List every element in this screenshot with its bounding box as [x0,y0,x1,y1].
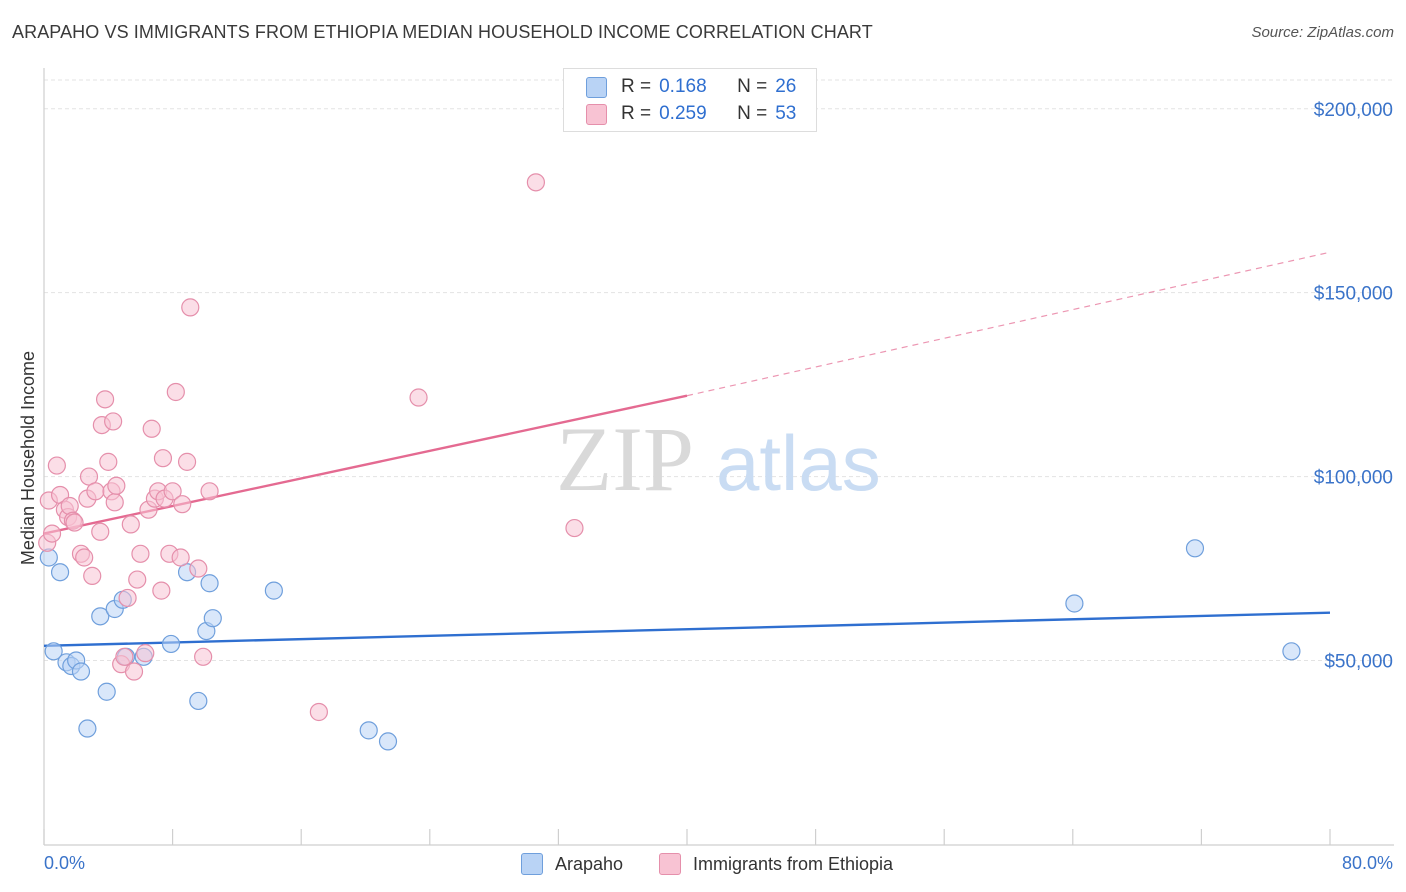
ethiopia-point [91,522,110,541]
legend-r-value: 0.259 [659,103,707,124]
bottom-legend-label-arapaho: Arapaho [555,853,624,874]
ethiopia-point [189,559,208,578]
ethiopia-point [526,173,545,192]
ethiopia-point [83,566,102,585]
ethiopia-point [95,390,115,409]
arapaho-point [71,662,91,681]
y-tick-label: $150,000 [1314,284,1393,305]
axis-layer [43,68,1394,846]
legend-r-label: R = [621,76,652,97]
ethiopia-trend-extension [686,251,1331,397]
ethiopia-point [131,544,150,563]
arapaho-point [203,609,222,628]
arapaho-point [91,607,110,626]
arapaho-point [1185,539,1205,558]
watermark: ZIP atlas [556,408,881,510]
arapaho-point [44,642,63,661]
ethiopia-point [136,644,155,663]
ethiopia-point [99,452,118,471]
legend-n-label: N = [737,76,768,97]
legend-r-label: R = [621,103,652,124]
ethiopia-point [105,493,124,512]
arapaho-point [378,732,398,751]
legend-row-ethiopia: R = 0.259 N = 53 [586,101,796,127]
legend-swatch-arapaho [586,76,607,98]
ethiopia-point [60,496,79,516]
bottom-legend-ethiopia: Immigrants from Ethiopia [659,852,893,876]
points-layer [38,173,1301,751]
x-tick-label-min: 0.0% [44,853,85,873]
ethiopia-point [75,548,94,567]
ethiopia-point [47,456,66,475]
watermark-atlas: atlas [716,419,881,507]
ethiopia-point [118,588,137,608]
arapaho-point [50,563,70,582]
y-tick-label: $100,000 [1314,468,1393,489]
ethiopia-point [104,412,123,431]
ethiopia-point [163,482,182,501]
ethiopia-point [142,419,161,438]
legend-n-value: 26 [775,76,797,97]
labels-layer: $50,000 $100,000 $150,000 $200,000 0.0% 80.0%… [18,100,1393,873]
grid-layer [44,79,1394,661]
ethiopia-point [152,581,171,600]
ethiopia-point [65,513,84,532]
legend-r-value: 0.168 [659,76,707,97]
chart-title: ARAPAHO VS IMMIGRANTS FROM ETHIOPIA MEDI… [12,22,873,42]
arapaho-point [200,574,219,593]
ethiopia-point [107,476,126,495]
arapaho-point [189,691,208,711]
bottom-legend-label-ethiopia: Immigrants from Ethiopia [693,853,894,874]
ethiopia-point [115,647,134,666]
ethiopia-point [42,524,62,543]
ethiopia-point [181,298,200,317]
ethiopia-point [166,382,185,402]
arapaho-point [1065,594,1084,613]
arapaho-trend-line [43,611,1331,647]
y-tick-label: $200,000 [1314,100,1393,121]
legend-n-label: N = [737,103,768,124]
ethiopia-point [565,518,584,538]
bottom-legend-arapaho: Arapaho [521,852,623,876]
legend-swatch-ethiopia [586,103,607,125]
ethiopia-point [128,570,147,589]
arapaho-point [359,721,378,740]
ethiopia-point [200,482,219,501]
ethiopia-point [171,548,190,567]
source-label: Source: ZipAtlas.com [1251,24,1394,41]
y-axis-label: Median Household Income [18,351,38,565]
ethiopia-point [177,452,197,471]
ethiopia-point [153,449,173,468]
arapaho-point [161,634,181,654]
legend-n-value: 53 [775,103,797,124]
ethiopia-point [86,482,105,501]
bottom-legend-swatch-arapaho [521,853,543,875]
ethiopia-point [173,495,192,514]
x-tick-label-max: 80.0% [1342,853,1393,873]
arapaho-point [264,581,283,600]
bottom-legend-swatch-ethiopia [659,853,681,875]
y-tick-label: $50,000 [1324,651,1393,672]
ethiopia-point [121,515,140,534]
ethiopia-point [194,647,213,666]
ethiopia-point [309,702,328,722]
correlation-legend: R = 0.168 N = 26 R = 0.259 N = 53 [563,68,817,132]
arapaho-point [78,719,97,738]
watermark-zip: ZIP [556,408,694,510]
ethiopia-point [124,662,144,681]
arapaho-point [1282,642,1301,661]
legend-row-arapaho: R = 0.168 N = 26 [586,74,796,100]
arapaho-point [97,682,116,701]
ethiopia-point [409,388,428,407]
